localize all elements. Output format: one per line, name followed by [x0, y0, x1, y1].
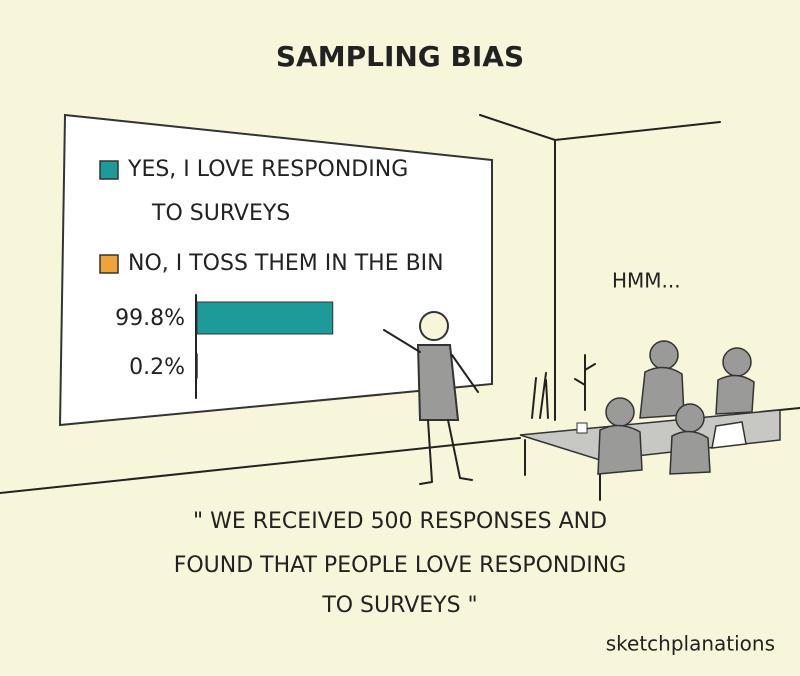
legend-swatch: [99, 254, 119, 274]
whiteboard: [58, 113, 493, 427]
board-chart: YES, I LOVE RESPONDING TO SURVEYS NO, I …: [99, 157, 444, 399]
legend-label: TO SURVEYS: [151, 201, 290, 226]
title: SAMPLING BIAS: [276, 40, 524, 73]
speech: HMM...: [612, 269, 681, 293]
legend-label: YES, I LOVE RESPONDING: [127, 157, 408, 182]
value-label: 0.2%: [129, 355, 185, 380]
legend-label: NO, I TOSS THEM IN THE BIN: [128, 251, 444, 276]
bar: [196, 301, 334, 335]
audience: [597, 340, 755, 475]
value-label: 99.8%: [115, 306, 185, 331]
legend-swatch: [99, 160, 119, 180]
presenter: [383, 311, 479, 485]
caption-line: FOUND THAT PEOPLE LOVE RESPONDING: [174, 553, 627, 578]
caption-line: TO SURVEYS ": [321, 593, 477, 618]
credit: sketchplanations: [606, 632, 775, 656]
caption-line: " WE RECEIVED 500 RESPONSES AND: [193, 509, 607, 534]
